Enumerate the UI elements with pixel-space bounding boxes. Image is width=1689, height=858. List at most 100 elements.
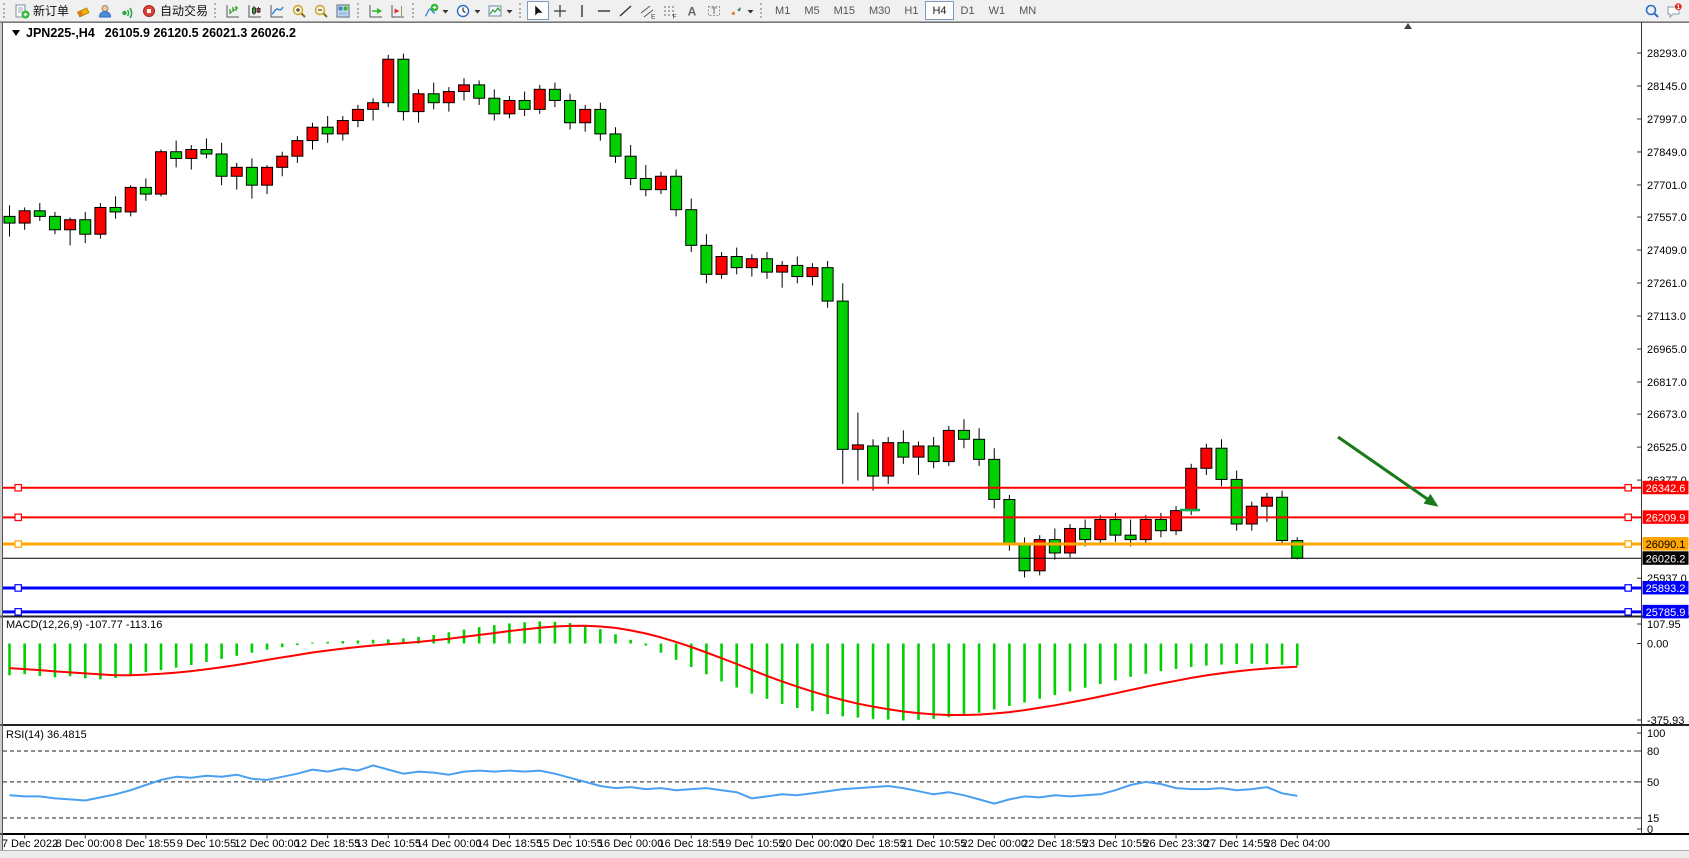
candle-down [1230,478,1243,525]
signals-icon [122,7,133,18]
price-tick-label: 26817.0 [1647,377,1687,389]
eraser-button[interactable] [72,1,94,20]
rsi-axis[interactable]: 100 80 50 150 [1637,728,1665,836]
price-tick-label: 27849.0 [1647,147,1687,159]
annotations-layer[interactable] [1180,23,1439,512]
tile-windows-button[interactable] [332,1,354,20]
line-handle[interactable] [14,584,23,592]
tf-d1-button[interactable]: D1 [954,1,982,20]
cursor-button[interactable] [527,1,550,20]
candle-up [185,149,198,159]
text-button[interactable]: A [681,1,703,20]
time-tick-label: 26 Dec 23:30 [1143,838,1208,850]
fibonacci-button[interactable]: F [659,1,681,20]
tf-h1-button[interactable]: H1 [897,1,925,20]
line-handle[interactable] [14,483,23,492]
line-handle[interactable] [1624,584,1633,592]
tf-m30-button[interactable]: M30 [862,1,897,20]
collapse-triangle-icon[interactable] [12,30,20,36]
candle-up [276,155,289,168]
zoom-in-button[interactable] [288,1,310,20]
auto-scroll-button[interactable] [365,1,387,20]
candle-up [230,166,243,177]
chat-button[interactable]: 1 [1663,1,1685,20]
chart-shift-marker[interactable] [1404,23,1412,29]
candlestick-chart-button[interactable] [244,1,266,20]
bar-chart-button[interactable] [222,1,244,20]
arrows-button[interactable] [725,1,757,20]
price-line-badge [1642,580,1689,595]
candle-up [1260,496,1273,507]
horizontal-lines-layer[interactable] [3,483,1641,616]
zoom-out-button[interactable] [310,1,332,20]
line-handle[interactable] [14,540,23,548]
candle-down [1018,543,1031,572]
macd-tick-label: 0.00 [1647,639,1668,651]
macd-axis[interactable]: 107.95 0.00 -375.93 [1637,619,1684,727]
line-handle[interactable] [1624,483,1633,492]
trendline-icon [619,4,632,17]
price-line-badge [1642,510,1689,524]
candle-up [715,256,728,275]
line-handle[interactable] [1624,540,1633,548]
candle-down [791,264,804,278]
chart-shift-button[interactable] [387,1,409,20]
search-button[interactable] [1641,1,1663,20]
trendline-button[interactable] [615,1,637,20]
line-handle[interactable] [14,513,23,522]
time-tick-label: 8 Dec 00:00 [56,838,115,850]
chat-icon: 1 [1667,2,1682,18]
tf-mn-button[interactable]: MN [1012,1,1043,20]
candle-up [155,151,167,195]
line-handle[interactable] [1624,513,1633,522]
line-handle[interactable] [14,608,23,616]
trend-arrow-annotation[interactable] [1337,435,1439,507]
line-chart-button[interactable] [266,1,288,20]
dropdown-caret-icon [506,9,513,13]
candles-layer [3,53,1304,578]
candle-up [1245,505,1258,525]
candle-up [336,120,349,135]
line-handle[interactable] [1624,608,1633,616]
tf-w1-button[interactable]: W1 [982,1,1013,20]
candle-up [1185,467,1198,512]
signals-button[interactable] [116,1,138,20]
fibonacci-icon: F [664,6,677,19]
price-tick-label: 26525.0 [1647,442,1687,454]
candle-up [851,444,864,450]
horizontal-line-button[interactable] [593,1,615,20]
candle-down [685,209,698,246]
candle-up [18,210,31,224]
search-icon [1645,4,1659,18]
text-label-button[interactable]: T [703,1,725,20]
vertical-line-button[interactable] [571,1,593,20]
cursor-icon [534,3,544,17]
equidistant-channel-button[interactable]: E [637,1,659,20]
tf-w1-button-label: W1 [988,4,1006,17]
equidistant-channel-icon: E [640,5,656,19]
tf-m1-button[interactable]: M1 [768,1,797,20]
candle-up [458,84,470,93]
crosshair-button[interactable] [549,1,571,20]
candle-up [503,99,516,115]
price-tick-label: 28145.0 [1647,81,1687,93]
add-indicator-button[interactable] [420,1,452,20]
new-order-button[interactable]: 新订单 [11,1,72,20]
templates-button[interactable] [484,1,516,20]
svg-text:T: T [711,6,717,16]
toolbar-grip [214,3,218,18]
periods-button[interactable] [452,1,484,20]
tf-m15-button[interactable]: M15 [827,1,862,20]
profile-button[interactable] [94,1,116,20]
svg-text:25785.9: 25785.9 [1646,607,1686,619]
candle-down [897,442,910,458]
price-axis[interactable]: 28293.0 28145.0 27997.0 27849.0 27701.0 27557… [1637,48,1689,619]
candle-down [3,215,16,224]
time-tick-label: 12 Dec 00:00 [234,838,299,850]
tf-h4-button[interactable]: H4 [925,1,954,20]
tf-m5-button[interactable]: M5 [797,1,826,20]
auto-trading-button[interactable]: 自动交易 [138,1,211,20]
candle-down [821,267,834,302]
